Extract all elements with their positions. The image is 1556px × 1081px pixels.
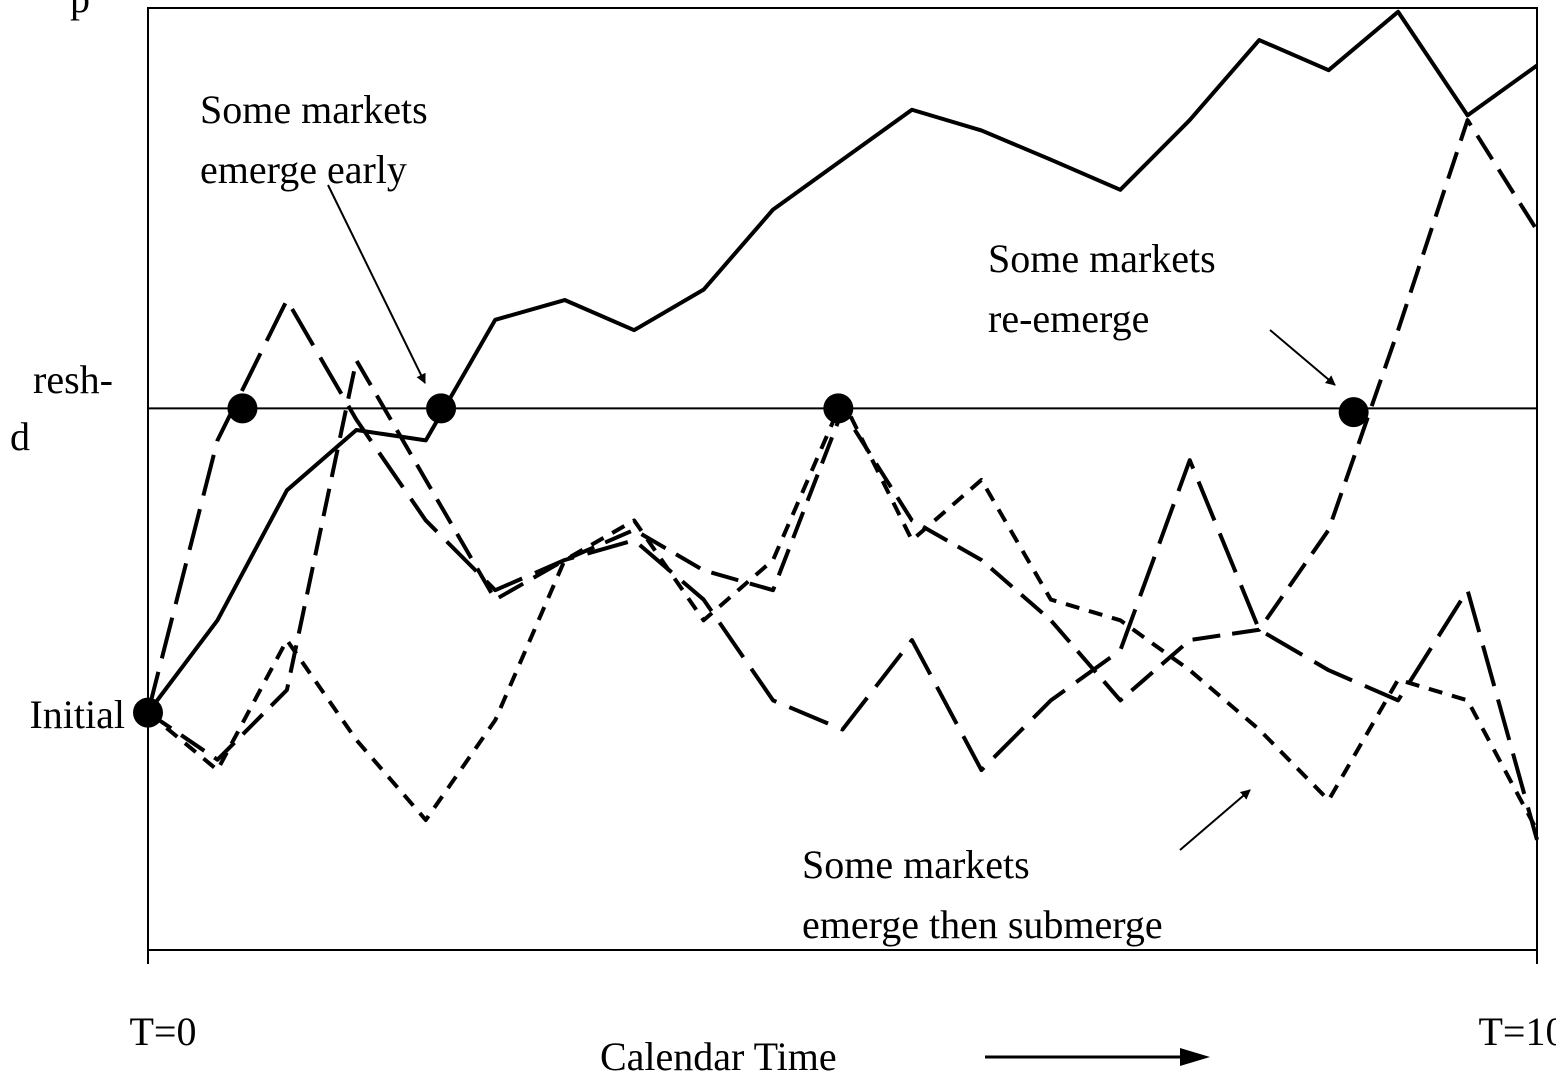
x-tick-label: T=100	[1479, 1009, 1556, 1054]
plot-frame	[147, 7, 1538, 951]
marker	[426, 393, 457, 424]
x-tick-label: T=0	[130, 1009, 197, 1054]
arrow	[327, 184, 426, 384]
annotation: Some markets	[802, 842, 1030, 887]
marker	[823, 393, 854, 424]
marker	[133, 697, 163, 728]
y-label: d	[10, 414, 30, 459]
marker	[227, 393, 258, 424]
y-label: p	[70, 0, 90, 21]
series-line	[146, 118, 1539, 762]
arrow	[1179, 789, 1251, 851]
marker	[1338, 397, 1369, 428]
annotation: Some markets	[988, 236, 1216, 281]
x-axis-label: Calendar Time	[600, 1034, 837, 1079]
annotation: emerge early	[200, 147, 407, 192]
series-line	[146, 298, 1539, 841]
y-label: resh-	[33, 357, 113, 402]
annotation: Some markets	[200, 87, 428, 132]
time-arrow-head	[1180, 1048, 1210, 1066]
y-label: Initial	[29, 692, 125, 737]
series-line	[146, 9, 1539, 714]
annotation: re-emerge	[988, 296, 1149, 341]
annotation: emerge then submerge	[802, 902, 1163, 947]
arrow	[1269, 329, 1336, 386]
series-line	[146, 397, 1539, 832]
